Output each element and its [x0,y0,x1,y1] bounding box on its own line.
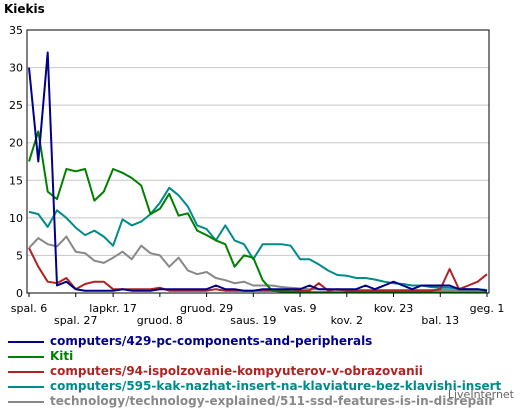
y-tick-label: 15 [9,174,23,187]
legend-item: computers/595-kak-nazhat-insert-na-klavi… [6,379,516,394]
legend: computers/429-pc-components-and-peripher… [6,334,516,409]
legend-label: computers/94-ispolzovanie-kompyuterov-v-… [50,364,423,378]
y-tick-label: 30 [9,62,23,75]
legend-item: Kiti [6,349,516,364]
legend-label: Kiti [50,349,74,363]
series-line-3 [28,186,488,291]
legend-item: technology/technology-explained/511-ssd-… [6,394,516,409]
plot-frame [26,29,490,294]
legend-label: computers/429-pc-components-and-peripher… [50,334,373,348]
legend-swatch [8,371,44,373]
legend-swatch [8,356,44,358]
y-tick-label: 35 [9,24,23,37]
legend-item: computers/429-pc-components-and-peripher… [6,334,516,349]
legend-label: technology/technology-explained/511-ssd-… [50,394,495,408]
x-tick-label: vas. 9 [284,302,317,315]
y-tick-label: 0 [16,287,23,300]
x-tick-label: spal. 6 [11,302,48,315]
y-tick-label: 20 [9,137,23,150]
x-axis: spal. 6 lapkr. 17 gruod. 29 vas. 9 kov. 23 ge… [11,293,505,327]
legend-swatch [8,341,44,343]
y-tick-label: 25 [9,99,23,112]
x-tick-label: kov. 2 [331,314,363,327]
x-tick-label: lapkr. 17 [89,302,137,315]
x-tick-label: gruod. 29 [180,302,233,315]
y-tick-label: 10 [9,212,23,225]
legend-item: computers/94-ispolzovanie-kompyuterov-v-… [6,364,516,379]
series-line-0 [28,51,488,292]
x-tick-label: geg. 1 [470,302,505,315]
x-tick-label: bal. 13 [421,314,459,327]
legend-swatch [8,401,44,403]
x-tick-label: kov. 23 [374,302,413,315]
line-chart: 0 5 10 15 20 25 30 35 spal. 6 lapkr. 17 gruod. 29… [9,24,505,327]
y-tick-label: 5 [16,249,23,262]
y-axis: 0 5 10 15 20 25 30 35 [9,24,23,300]
legend-label: computers/595-kak-nazhat-insert-na-klavi… [50,379,502,393]
x-tick-label: spal. 27 [54,314,98,327]
series-lines [28,51,488,294]
chart-title: Kiekis [4,2,45,16]
watermark: LiveInternet [447,388,514,401]
legend-swatch [8,386,44,388]
x-tick-label: gruod. 8 [137,314,183,327]
x-tick-label: saus. 19 [230,314,276,327]
series-line-1 [28,130,487,294]
